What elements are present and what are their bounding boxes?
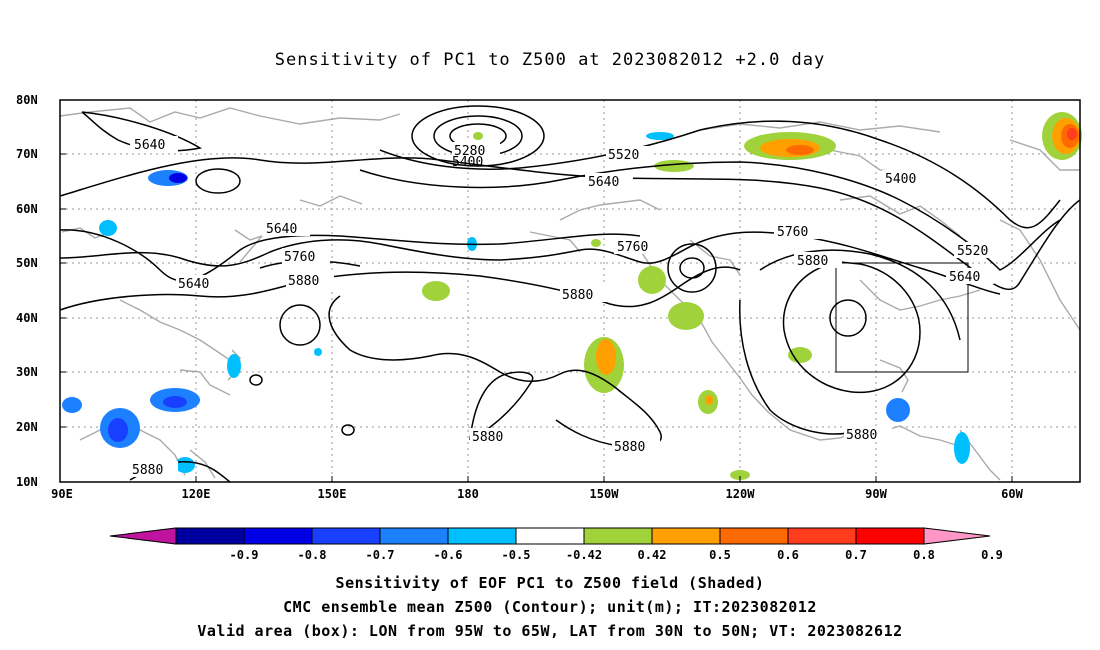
- lon-label: 150E: [318, 487, 347, 501]
- contour-label-5760-a: 5760: [284, 250, 315, 265]
- colorbar-tick-label: 0.5: [709, 548, 731, 562]
- colorbar-tick-label: -0.42: [566, 548, 602, 562]
- colorbar-segment: [719, 527, 789, 545]
- caption-line-2: CMC ensemble mean Z500 (Contour); unit(m…: [283, 598, 817, 616]
- contour-label-5400-a: 5400: [452, 155, 483, 170]
- contour-label-5880-g: 5880: [132, 463, 163, 478]
- contour-label-5640-c: 5640: [178, 277, 209, 292]
- contour-label-5520-b: 5520: [957, 244, 988, 259]
- lon-label: 60W: [1001, 487, 1023, 501]
- caption-line-3: Valid area (box): LON from 95W to 65W, L…: [197, 622, 903, 640]
- contour-label-5760-c: 5760: [777, 225, 808, 240]
- lat-label: 40N: [16, 311, 38, 325]
- lat-label: 60N: [16, 202, 38, 216]
- colorbar-tick-label: 0.8: [913, 548, 935, 562]
- colorbar-tick-label: -0.9: [230, 548, 259, 562]
- lat-label: 10N: [16, 475, 38, 489]
- contour-label-5520-a: 5520: [608, 148, 639, 163]
- longitude-labels: 90E 120E 150E 180 150W 120W 90W 60W: [51, 487, 1023, 501]
- z500-contours: [59, 105, 1081, 483]
- colorbar-tick-label: -0.6: [434, 548, 463, 562]
- colorbar-over-triangle: [923, 527, 991, 545]
- lat-label: 70N: [16, 147, 38, 161]
- lat-label: 20N: [16, 420, 38, 434]
- contour-label-5880-f: 5880: [846, 428, 877, 443]
- lon-label: 90E: [51, 487, 73, 501]
- lat-label: 30N: [16, 365, 38, 379]
- contour-label-5880-b: 5880: [562, 288, 593, 303]
- colorbar-tick-label: -0.5: [502, 548, 531, 562]
- lon-label: 120E: [182, 487, 211, 501]
- colorbar-segment: [651, 527, 721, 545]
- contour-labels: 5640 5640 5640 5640 5640 5280 5400 5400 …: [130, 136, 1002, 478]
- lon-label: 180: [457, 487, 479, 501]
- map-frame: [59, 99, 1081, 483]
- colorbar-segment: [787, 527, 857, 545]
- colorbar-segment: [243, 527, 313, 545]
- colorbar-segment: [515, 527, 585, 545]
- lon-label: 150W: [590, 487, 620, 501]
- contour-label-5880-c: 5880: [797, 254, 828, 269]
- lon-label: 90W: [865, 487, 887, 501]
- contour-label-5640-e: 5640: [949, 270, 980, 285]
- latitude-labels: 80N 70N 60N 50N 40N 30N 20N 10N: [16, 93, 38, 489]
- colorbar-segment: [175, 527, 245, 545]
- colorbar-segment: [447, 527, 517, 545]
- colorbar-tick-label: -0.7: [366, 548, 395, 562]
- contour-label-5400-b: 5400: [885, 172, 916, 187]
- colorbar-tick-label: 0.7: [845, 548, 867, 562]
- valid-area-box: [835, 262, 969, 373]
- contour-label-5640-a: 5640: [134, 138, 165, 153]
- contour-label-5880-a: 5880: [288, 274, 319, 289]
- lon-label: 120W: [726, 487, 756, 501]
- contour-label-5640-b: 5640: [266, 222, 297, 237]
- sensitivity-shading: [62, 112, 1082, 480]
- contour-label-5280: 5280: [454, 144, 485, 159]
- caption-line-1: Sensitivity of EOF PC1 to Z500 field (Sh…: [335, 574, 765, 592]
- contour-label-5640-d: 5640: [588, 175, 619, 190]
- colorbar-segment: [583, 527, 653, 545]
- contour-label-5880-d: 5880: [472, 430, 503, 445]
- colorbar: -0.9 -0.8 -0.7 -0.6 -0.5 -0.42 0.42 0.5 0.6 0.7 0.…: [109, 527, 1003, 562]
- lat-label: 50N: [16, 256, 38, 270]
- colorbar-tick-label: 0.9: [981, 548, 1003, 562]
- colorbar-tick-label: 0.6: [777, 548, 799, 562]
- contour-label-5760-b: 5760: [617, 240, 648, 255]
- axis-ticks: [59, 99, 1013, 483]
- colorbar-tick-label: 0.42: [638, 548, 667, 562]
- colorbar-tick-label: -0.8: [298, 548, 327, 562]
- colorbar-segment: [379, 527, 449, 545]
- map-title: Sensitivity of PC1 to Z500 at 2023082012…: [274, 50, 826, 70]
- colorbar-segment: [311, 527, 381, 545]
- lat-label: 80N: [16, 93, 38, 107]
- colorbar-under-triangle: [109, 527, 177, 545]
- contour-label-5880-e: 5880: [614, 440, 645, 455]
- coastlines: [59, 107, 1081, 481]
- colorbar-segment: [855, 527, 925, 545]
